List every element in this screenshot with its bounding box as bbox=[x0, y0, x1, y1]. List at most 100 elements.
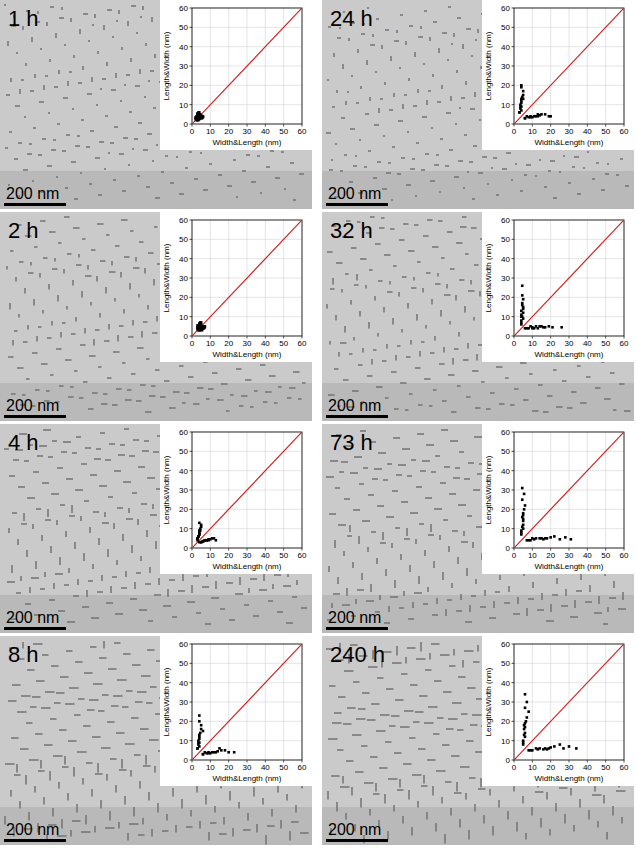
tem-particle bbox=[36, 336, 38, 342]
grid-line bbox=[192, 470, 302, 471]
data-point bbox=[201, 117, 204, 120]
tem-particle bbox=[350, 128, 355, 130]
tem-particle bbox=[473, 317, 475, 321]
tem-particle bbox=[15, 277, 17, 282]
tem-particle bbox=[110, 586, 112, 593]
tem-particle bbox=[115, 73, 117, 78]
tem-particle bbox=[112, 404, 118, 406]
tem-particle bbox=[124, 84, 126, 86]
plot-frame bbox=[192, 220, 302, 336]
tem-particle bbox=[136, 572, 141, 574]
tem-particle bbox=[474, 436, 482, 438]
data-point bbox=[549, 115, 552, 118]
tem-particle bbox=[29, 587, 31, 593]
tem-particle bbox=[155, 541, 157, 549]
data-point bbox=[198, 531, 201, 534]
tem-particle bbox=[281, 151, 284, 153]
tem-particle bbox=[21, 79, 24, 81]
tem-particle bbox=[528, 598, 534, 600]
grid-line bbox=[514, 297, 624, 298]
grid-line bbox=[514, 27, 624, 28]
tem-particle bbox=[154, 54, 156, 58]
tem-particle bbox=[477, 29, 479, 33]
tem-particle bbox=[16, 52, 18, 54]
tem-particle bbox=[187, 601, 195, 603]
data-point bbox=[196, 112, 199, 115]
tem-particle bbox=[44, 572, 46, 577]
tem-particle bbox=[344, 326, 346, 333]
tem-particle bbox=[110, 142, 114, 144]
tem-particle bbox=[236, 196, 238, 198]
tem-particle bbox=[413, 105, 417, 107]
tem-particle bbox=[14, 158, 18, 160]
tem-particle bbox=[594, 612, 602, 614]
tem-particle bbox=[114, 298, 116, 302]
tem-particle bbox=[434, 164, 439, 166]
tem-particle bbox=[46, 390, 50, 392]
tem-particle bbox=[38, 154, 42, 156]
tem-particle bbox=[47, 509, 49, 517]
tem-particle bbox=[202, 586, 209, 588]
tem-particle bbox=[508, 586, 510, 592]
data-point bbox=[527, 327, 530, 330]
tem-image bbox=[322, 0, 634, 209]
data-point bbox=[202, 327, 205, 330]
tem-particle bbox=[296, 580, 298, 585]
tem-particle bbox=[425, 325, 427, 329]
plot-frame bbox=[514, 8, 624, 124]
tem-particle bbox=[383, 479, 388, 481]
tem-particle bbox=[113, 351, 120, 353]
tem-particle bbox=[435, 455, 440, 457]
tem-particle bbox=[410, 512, 418, 514]
tem-particle bbox=[62, 150, 66, 152]
tem-image-strip bbox=[0, 595, 312, 633]
tem-particle bbox=[119, 325, 124, 327]
tick-label: 50 bbox=[501, 235, 510, 244]
tem-particle bbox=[326, 132, 331, 134]
tem-particle bbox=[417, 261, 421, 263]
tem-particle bbox=[191, 585, 193, 593]
tem-particle bbox=[331, 603, 333, 608]
tem-particle bbox=[394, 40, 399, 42]
tem-particle bbox=[428, 90, 431, 92]
tem-particle bbox=[376, 558, 378, 564]
tick-label: 10 bbox=[179, 525, 188, 534]
tem-particle bbox=[502, 168, 507, 170]
tem-particle bbox=[182, 574, 184, 581]
tem-particle bbox=[380, 542, 386, 544]
tem-particle bbox=[361, 573, 363, 580]
tem-particle bbox=[20, 576, 22, 581]
tem-particle bbox=[21, 523, 27, 525]
panel: 24 h200 nm01020304050600102030405060Widt… bbox=[322, 0, 634, 209]
tem-particle bbox=[407, 475, 412, 477]
tem-particle bbox=[395, 527, 400, 529]
tem-particle bbox=[391, 199, 393, 201]
tem-particle bbox=[609, 597, 616, 599]
tem-particle bbox=[577, 193, 581, 195]
tem-particle bbox=[428, 534, 434, 536]
tem-particle bbox=[389, 281, 391, 285]
tem-particle bbox=[77, 135, 80, 137]
tem-particle bbox=[48, 112, 50, 114]
tem-particle bbox=[589, 585, 591, 592]
tem-particle bbox=[418, 576, 420, 584]
tem-particle bbox=[63, 97, 68, 99]
tem-particle bbox=[493, 157, 497, 159]
tem-particle bbox=[134, 582, 136, 589]
tem-particle bbox=[209, 163, 212, 165]
diagonal-line bbox=[192, 8, 302, 124]
tem-particle bbox=[430, 352, 435, 354]
data-point bbox=[537, 115, 540, 118]
tick-label: 0 bbox=[506, 120, 511, 129]
tick-label: 40 bbox=[501, 43, 510, 52]
tem-particle bbox=[127, 389, 132, 391]
tem-particle bbox=[506, 152, 511, 154]
tem-particle bbox=[367, 547, 369, 552]
tem-particle bbox=[389, 109, 393, 111]
tem-particle bbox=[32, 180, 34, 182]
data-point bbox=[538, 325, 541, 328]
tem-particle bbox=[370, 584, 372, 592]
tem-particle bbox=[71, 333, 76, 335]
tem-particle bbox=[445, 165, 449, 167]
tem-particle bbox=[337, 37, 341, 39]
